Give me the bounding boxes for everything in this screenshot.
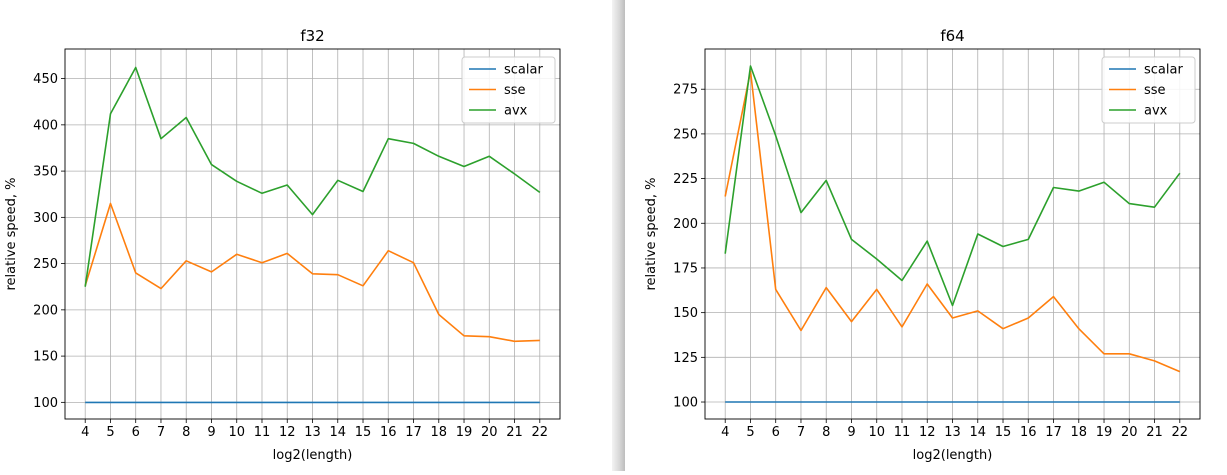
y-axis-label: relative speed, %	[644, 177, 659, 290]
series-group	[724, 65, 1181, 403]
legend-box	[1101, 56, 1196, 124]
x-tick-label: 4	[81, 425, 89, 440]
y-tick-label: 250	[33, 257, 58, 272]
x-tick-label: 21	[1146, 425, 1163, 440]
x-tick-label: 5	[746, 425, 754, 440]
x-tick-label: 8	[182, 425, 190, 440]
y-tick-label: 350	[33, 165, 58, 180]
x-tick-label: 17	[1045, 425, 1062, 440]
chart-f32: 4 5 6 7 8 9 10 11 12 13 14 15 16 17 18 19 20 21 22 100 150 20…	[4, 27, 561, 463]
x-tick-label: 20	[481, 425, 498, 440]
y-tick-label: 100	[33, 396, 58, 411]
y-tick-label: 250	[673, 127, 698, 142]
y-tick-label: 200	[33, 303, 58, 318]
grid-lines	[65, 49, 560, 419]
x-tick-label: 11	[894, 425, 911, 440]
x-tick-label: 15	[995, 425, 1012, 440]
panel-divider	[612, 0, 625, 471]
legend: scalar sse avx	[461, 56, 556, 124]
x-tick-label: 12	[279, 425, 296, 440]
y-tick-label: 225	[673, 172, 698, 187]
y-tick-label: 175	[673, 261, 698, 276]
y-tick-label: 300	[33, 211, 58, 226]
x-tick-label: 10	[868, 425, 885, 440]
x-tick-label: 7	[157, 425, 165, 440]
chart-title: f64	[940, 27, 964, 45]
series-line-sse	[724, 70, 1181, 373]
legend: scalar sse avx	[1101, 56, 1196, 124]
x-tick-label: 22	[532, 425, 549, 440]
legend-label-sse: sse	[504, 83, 526, 98]
x-tick-label: 6	[132, 425, 140, 440]
x-axis-label: log2(length)	[913, 448, 993, 463]
y-tick-label: 100	[673, 396, 698, 411]
x-tick-label: 12	[919, 425, 936, 440]
legend-label-scalar: scalar	[504, 63, 543, 78]
x-tick-label: 18	[1071, 425, 1088, 440]
y-tick-label: 200	[673, 217, 698, 232]
y-tick-label: 150	[33, 350, 58, 365]
y-tick-label: 275	[673, 83, 698, 98]
legend-label-sse: sse	[1144, 83, 1166, 98]
legend-label-avx: avx	[1144, 104, 1168, 119]
x-tick-label: 22	[1172, 425, 1189, 440]
x-tick-label: 16	[380, 425, 397, 440]
chart-f64: 4 5 6 7 8 9 10 11 12 13 14 15 16 17 18 19 20 21 22 100 125 15…	[644, 27, 1201, 463]
x-tick-label: 14	[329, 425, 346, 440]
chart-panel-f64: 4 5 6 7 8 9 10 11 12 13 14 15 16 17 18 19 20 21 22 100 125 15…	[625, 0, 1227, 471]
y-tick-label: 400	[33, 118, 58, 133]
series-line-sse	[84, 202, 540, 343]
x-tick-label: 9	[207, 425, 215, 440]
x-tick-label: 5	[106, 425, 114, 440]
series-line-avx	[84, 66, 541, 287]
legend-box	[461, 56, 556, 124]
x-tick-label: 8	[822, 425, 830, 440]
y-tick-label: 450	[33, 72, 58, 87]
series-group	[84, 66, 541, 404]
chart-title: f32	[300, 27, 324, 45]
x-tick-label: 13	[944, 425, 961, 440]
chart-panel-f32: 4 5 6 7 8 9 10 11 12 13 14 15 16 17 18 19 20 21 22 100 150 20…	[0, 0, 612, 471]
x-tick-label: 11	[254, 425, 271, 440]
x-tick-label: 4	[721, 425, 729, 440]
x-tick-label: 16	[1020, 425, 1037, 440]
y-tick-label: 150	[673, 306, 698, 321]
y-axis-label: relative speed, %	[4, 177, 19, 290]
x-tick-label: 10	[228, 425, 245, 440]
x-tick-label: 9	[847, 425, 855, 440]
legend-label-scalar: scalar	[1144, 63, 1183, 78]
x-tick-label: 21	[506, 425, 523, 440]
x-tick-label: 7	[797, 425, 805, 440]
legend-label-avx: avx	[504, 104, 528, 119]
x-tick-label: 17	[405, 425, 422, 440]
x-tick-label: 18	[431, 425, 448, 440]
x-tick-label: 15	[355, 425, 372, 440]
x-tick-label: 6	[772, 425, 780, 440]
x-tick-label: 13	[304, 425, 321, 440]
x-tick-label: 19	[456, 425, 473, 440]
x-axis-label: log2(length)	[273, 448, 353, 463]
y-tick-label: 125	[673, 351, 698, 366]
series-line-avx	[724, 65, 1181, 307]
x-tick-label: 20	[1121, 425, 1138, 440]
x-tick-label: 14	[969, 425, 986, 440]
x-tick-label: 19	[1096, 425, 1113, 440]
